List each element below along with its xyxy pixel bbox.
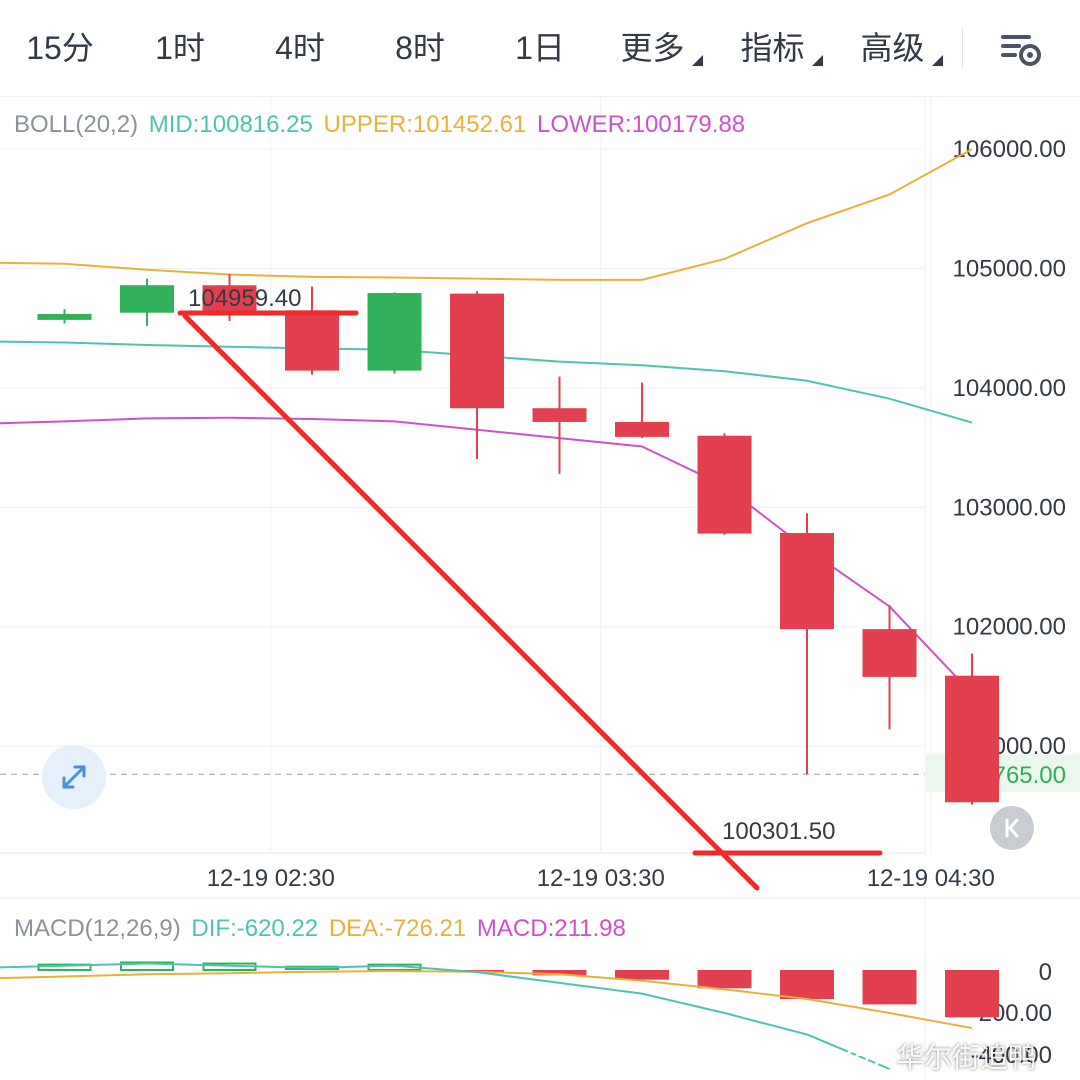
tab-indicators[interactable]: 指标: [720, 0, 825, 96]
low-price-annotation: 100301.50: [722, 818, 835, 845]
candle-body: [697, 435, 752, 534]
price-axis-tick-label: 104000.00: [953, 375, 1066, 402]
boll-legend-name: BOLL(20,2): [14, 111, 139, 138]
tab-more[interactable]: 更多: [600, 0, 705, 96]
boll-legend-mid: MID:100816.25: [148, 111, 313, 138]
macd-legend-dif: DIF:-620.22: [191, 915, 319, 942]
macd-axis-tick-label: 0: [1039, 959, 1052, 986]
macd-histogram-bar: [945, 970, 999, 1018]
caret-down-icon: [812, 55, 823, 66]
candle-body: [285, 310, 339, 371]
candle-body: [37, 313, 92, 320]
caret-down-icon: [932, 55, 943, 66]
macd-histogram-bar: [120, 961, 174, 971]
macd-histogram-bar: [697, 970, 752, 989]
tab-15m[interactable]: 15分: [26, 30, 94, 66]
macd-legend-name: MACD(12,26,9): [14, 915, 181, 942]
skip-to-end-icon: [1005, 818, 1019, 838]
scroll-to-latest-button[interactable]: [990, 806, 1034, 850]
weibo-logo-icon: [845, 1039, 883, 1071]
macd-legend-value: MACD:211.98: [476, 915, 626, 942]
boll-legend: BOLL(20,2) MID:100816.25 UPPER:101452.61…: [14, 111, 749, 139]
price-axis-tick-label: 105000.00: [953, 256, 1066, 283]
tab-4h[interactable]: 4时: [275, 30, 325, 66]
macd-dif-line: [0, 962, 890, 1070]
boll-upper-line: [0, 148, 973, 281]
candle-body: [615, 421, 669, 437]
time-axis-tick-label: 12-19 02:30: [207, 865, 335, 892]
candle-body: [945, 675, 999, 803]
high-price-annotation: 104959.40: [188, 285, 301, 312]
chart-settings-button[interactable]: [990, 22, 1050, 74]
tab-divider: [962, 28, 963, 68]
candle-body: [202, 285, 257, 312]
tab-advanced-label: 高级: [860, 30, 925, 66]
tab-advanced[interactable]: 高级: [840, 0, 945, 96]
tab-1h[interactable]: 1时: [155, 30, 205, 66]
macd-axis-tick-label: -400.00: [971, 1042, 1052, 1069]
tab-indicators-label: 指标: [740, 30, 805, 66]
time-axis-tick-label: 12-19 03:30: [537, 865, 665, 892]
macd-histogram-bar: [532, 970, 587, 976]
macd-histogram-bar: [862, 970, 917, 1005]
timeframe-tab-bar: 15分 1时 4时 8时 1日 更多 指标 高级: [0, 0, 1080, 97]
candle-body: [862, 629, 917, 677]
tab-more-label: 更多: [620, 30, 685, 66]
candle-body: [450, 293, 504, 409]
price-axis-tick-label: 103000.00: [953, 494, 1066, 521]
time-axis-tick-label: 12-19 04:30: [867, 865, 995, 892]
macd-legend: MACD(12,26,9) DIF:-620.22 DEA:-726.21 MA…: [14, 915, 630, 943]
candle-body: [367, 293, 422, 371]
boll-legend-lower: LOWER:100179.88: [537, 111, 746, 138]
boll-legend-upper: UPPER:101452.61: [323, 111, 527, 138]
tab-8h[interactable]: 8时: [395, 30, 445, 66]
caret-down-icon: [692, 55, 703, 66]
macd-histogram-bar: [615, 970, 669, 980]
macd-histogram-bar: [780, 970, 834, 1000]
chart-settings-icon: [1001, 35, 1041, 66]
annotation-trend-line: [182, 313, 760, 891]
tab-1d[interactable]: 1日: [515, 30, 565, 66]
fullscreen-button[interactable]: [42, 745, 106, 809]
candle-body: [120, 285, 174, 313]
candle-body: [780, 533, 834, 630]
watermark-text: 华尔街追鸭: [896, 1042, 1037, 1073]
macd-legend-dea: DEA:-726.21: [328, 915, 467, 942]
expand-arrows-icon: [62, 765, 86, 789]
price-axis-tick-label: 102000.00: [953, 614, 1066, 641]
candle-body: [532, 408, 587, 422]
